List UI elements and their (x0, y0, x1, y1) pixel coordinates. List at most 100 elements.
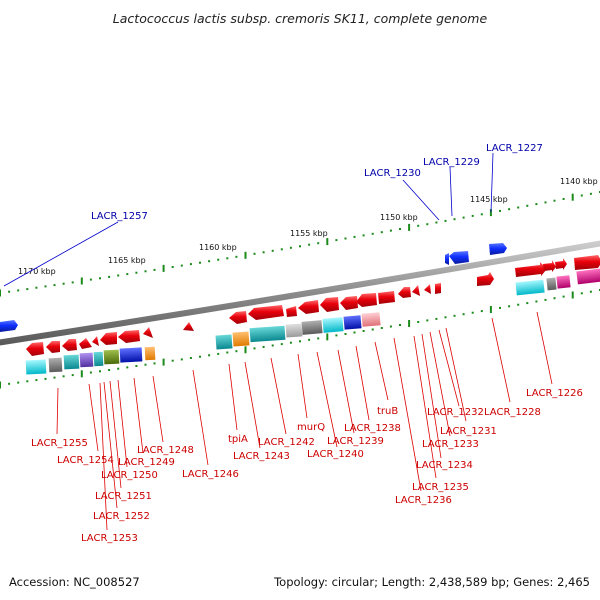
cog-box (144, 346, 156, 361)
gene-label-lacr-1249[interactable]: LACR_1249 (118, 457, 175, 468)
gene-label-lacr-1253[interactable]: LACR_1253 (81, 533, 138, 544)
gene-label-lacr-1248[interactable]: LACR_1248 (137, 445, 194, 456)
gene-arrow[interactable] (435, 283, 441, 294)
cog-category-row (25, 268, 600, 375)
gene-arrow[interactable] (79, 338, 92, 349)
cog-box (576, 268, 600, 285)
tick-labels: 1140 kbp 1145 kbp 1150 kbp 1155 kbp 1160… (18, 177, 598, 276)
gene-label-lacr-1254[interactable]: LACR_1254 (57, 455, 114, 466)
gene-label-lacr-1251[interactable]: LACR_1251 (95, 491, 152, 502)
gene-arrow-lacr-1230[interactable] (445, 253, 449, 265)
gene-arrow[interactable] (46, 341, 60, 353)
gene-label-lacr-1255[interactable]: LACR_1255 (31, 438, 88, 449)
tick-label-1170: 1170 kbp (18, 267, 56, 276)
inner-tick-ring (0, 289, 600, 389)
gene-arrow[interactable] (412, 285, 420, 296)
gene-arrow-lacr-1229[interactable] (449, 251, 469, 264)
gene-arrow[interactable] (340, 296, 358, 310)
cog-box (249, 325, 286, 343)
cog-box (285, 323, 303, 338)
gene-label-lacr-1238[interactable]: LACR_1238 (344, 423, 401, 434)
topology-text: Topology: circular; Length: 2,438,589 bp… (274, 575, 590, 589)
gene-label-lacr-1242[interactable]: LACR_1242 (258, 437, 315, 448)
cog-box (515, 279, 545, 296)
gene-label-trub[interactable]: truB (377, 406, 398, 417)
map-title: Lactococcus lactis subsp. cremoris SK11,… (113, 11, 488, 26)
gene-label-lacr-1231[interactable]: LACR_1231 (440, 426, 497, 437)
gene-label-lacr-1239[interactable]: LACR_1239 (327, 436, 384, 447)
gene-label-murq[interactable]: murQ (297, 422, 325, 433)
cog-box (343, 315, 362, 330)
gene-arrow[interactable] (183, 322, 194, 331)
gene-arrow[interactable] (555, 258, 567, 270)
gene-label-lacr-1230[interactable]: LACR_1230 (364, 168, 421, 179)
gene-label-lacr-1229[interactable]: LACR_1229 (423, 157, 480, 168)
gene-label-lacr-1226[interactable]: LACR_1226 (526, 388, 583, 399)
tick-label-1160: 1160 kbp (199, 243, 237, 252)
tick-label-1165: 1165 kbp (108, 256, 146, 265)
gene-arrow[interactable] (356, 293, 377, 307)
tick-label-1140: 1140 kbp (560, 177, 598, 186)
cog-box (556, 275, 571, 289)
gene-label-lacr-1240[interactable]: LACR_1240 (307, 449, 364, 460)
gene-arrow[interactable] (118, 330, 140, 343)
gene-label-lacr-1246[interactable]: LACR_1246 (182, 469, 239, 480)
gene-arrow[interactable] (378, 291, 395, 304)
gene-label-lacr-1232[interactable]: LACR_1232 (427, 407, 484, 418)
gene-arrow[interactable] (320, 297, 339, 312)
gene-arrow[interactable] (477, 272, 494, 286)
gene-arrow-lacr-1257[interactable] (0, 320, 18, 332)
cog-box (546, 277, 557, 291)
gene-arrow[interactable] (248, 305, 284, 320)
gene-arrow[interactable] (543, 260, 556, 272)
gene-label-lacr-1236[interactable]: LACR_1236 (395, 495, 452, 506)
accession-text: Accession: NC_008527 (9, 575, 140, 589)
gene-arrow[interactable] (424, 284, 431, 294)
gene-arrow-lacr-1227[interactable] (489, 243, 507, 255)
gene-arrow[interactable] (100, 332, 117, 345)
cog-box (361, 312, 381, 327)
gene-label-lacr-1250[interactable]: LACR_1250 (101, 470, 158, 481)
tick-label-1145: 1145 kbp (470, 195, 508, 204)
gene-arrow[interactable] (298, 300, 319, 314)
outer-tick-ring (0, 191, 600, 297)
cog-box (93, 351, 104, 367)
top-leader-lines (3, 152, 494, 287)
tick-label-1155: 1155 kbp (290, 229, 328, 238)
gene-label-lacr-1257[interactable]: LACR_1257 (91, 211, 148, 222)
gene-label-tpia[interactable]: tpiA (228, 434, 248, 445)
cog-box (48, 357, 63, 373)
cog-box (322, 317, 344, 333)
cog-box (301, 320, 323, 335)
gene-label-lacr-1243[interactable]: LACR_1243 (233, 451, 290, 462)
gene-label-lacr-1235[interactable]: LACR_1235 (412, 482, 469, 493)
bottom-leader-lines (56, 311, 553, 531)
gene-arrow[interactable] (92, 336, 99, 346)
top-gene-labels: LACR_1227 LACR_1229 LACR_1230 LACR_1257 (91, 143, 543, 222)
gene-arrow[interactable] (398, 287, 411, 298)
cog-box (215, 334, 233, 350)
genome-backbone (0, 240, 600, 346)
gene-arrow[interactable] (62, 339, 77, 351)
gene-arrow[interactable] (26, 342, 44, 356)
gene-arrow[interactable] (143, 327, 153, 338)
forward-strand-genes-row1 (26, 255, 600, 356)
bottom-gene-labels: LACR_1226 LACR_1228 LACR_1231 LACR_1232 … (31, 388, 583, 544)
gene-label-lacr-1252[interactable]: LACR_1252 (93, 511, 150, 522)
gene-arrow[interactable] (229, 311, 247, 324)
cog-box (119, 347, 143, 363)
gene-label-lacr-1234[interactable]: LACR_1234 (416, 460, 473, 471)
gene-label-lacr-1228[interactable]: LACR_1228 (484, 407, 541, 418)
cog-box (79, 352, 94, 368)
cog-box (232, 331, 250, 347)
cog-box (63, 354, 80, 370)
gene-label-lacr-1233[interactable]: LACR_1233 (422, 439, 479, 450)
reverse-strand-genes (0, 243, 507, 332)
gene-label-lacr-1227[interactable]: LACR_1227 (486, 143, 543, 154)
gene-arrow[interactable] (515, 262, 547, 277)
gene-arrow[interactable] (286, 306, 297, 317)
cog-box (103, 349, 120, 365)
gene-arrow[interactable] (574, 255, 600, 270)
tick-label-1150: 1150 kbp (380, 213, 418, 222)
